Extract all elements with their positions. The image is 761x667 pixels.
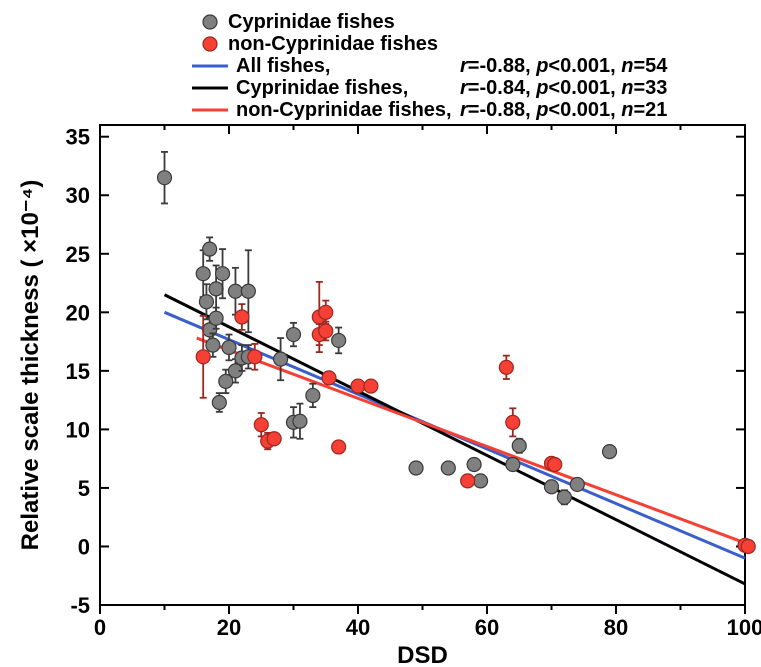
- data-point: [206, 338, 220, 352]
- data-point: [506, 415, 520, 429]
- data-point: [319, 324, 333, 338]
- y-tick-label: 15: [66, 359, 90, 384]
- data-point: [570, 477, 584, 491]
- legend-stats-noncyp: r=-0.88, p<0.001, n=21: [460, 99, 667, 121]
- data-point: [241, 284, 255, 298]
- data-point: [209, 311, 223, 325]
- data-point: [287, 328, 301, 342]
- y-tick-label: 35: [66, 125, 90, 150]
- data-point: [306, 388, 320, 402]
- data-point: [322, 371, 336, 385]
- legend: Cyprinidae fishesnon-Cyprinidae fishesAl…: [192, 11, 668, 121]
- y-tick-label: -5: [70, 593, 90, 618]
- x-tick-label: 80: [604, 615, 628, 640]
- data-point: [196, 350, 210, 364]
- regression-line-cyp: [165, 295, 746, 584]
- data-point: [293, 414, 307, 428]
- data-point: [364, 379, 378, 393]
- data-point: [467, 458, 481, 472]
- data-point: [196, 267, 210, 281]
- chart-container: 020406080100-505101520253035DSDRelative …: [0, 0, 761, 667]
- data-point: [545, 480, 559, 494]
- legend-label-noncyp: non-Cyprinidae fishes,: [236, 99, 452, 121]
- data-point: [222, 340, 236, 354]
- data-point: [203, 242, 217, 256]
- regression-lines: [165, 295, 746, 584]
- data-point: [254, 418, 268, 432]
- data-point: [461, 474, 475, 488]
- data-point: [199, 295, 213, 309]
- data-point: [248, 350, 262, 364]
- data-point: [557, 490, 571, 504]
- data-point: [741, 539, 755, 553]
- data-point: [441, 461, 455, 475]
- legend-label-cyprinidae: Cyprinidae fishes: [228, 11, 395, 33]
- x-axis-label: DSD: [397, 642, 448, 667]
- y-axis-label: Relative scale thickness ( ×10⁻⁴): [17, 180, 44, 551]
- data-point: [212, 395, 226, 409]
- y-tick-label: 30: [66, 183, 90, 208]
- data-point: [319, 305, 333, 319]
- series-cyprinidae: [158, 152, 617, 504]
- y-tick-label: 25: [66, 242, 90, 267]
- data-point: [351, 379, 365, 393]
- legend-stats-cyp: r=-0.84, p<0.001, n=33: [460, 77, 667, 99]
- legend-label-all: All fishes,: [236, 55, 330, 77]
- y-tick-label: 5: [78, 476, 90, 501]
- data-point: [158, 171, 172, 185]
- legend-marker: [203, 15, 217, 29]
- data-point: [512, 439, 526, 453]
- data-point: [409, 461, 423, 475]
- data-point: [274, 352, 288, 366]
- x-tick-label: 100: [727, 615, 761, 640]
- data-point: [506, 458, 520, 472]
- data-point: [332, 440, 346, 454]
- data-point: [548, 458, 562, 472]
- data-point: [228, 284, 242, 298]
- legend-marker: [203, 37, 217, 51]
- data-point: [332, 333, 346, 347]
- legend-stats-all: r=-0.88, p<0.001, n=54: [460, 55, 668, 77]
- data-point: [209, 282, 223, 296]
- legend-label-non_cyprinidae: non-Cyprinidae fishes: [228, 33, 438, 55]
- x-tick-label: 0: [94, 615, 106, 640]
- x-tick-label: 20: [217, 615, 241, 640]
- y-tick-label: 10: [66, 417, 90, 442]
- legend-label-cyp: Cyprinidae fishes,: [236, 77, 408, 99]
- x-tick-label: 60: [475, 615, 499, 640]
- data-point: [499, 360, 513, 374]
- data-point: [474, 474, 488, 488]
- data-point: [235, 310, 249, 324]
- plot-border: [100, 125, 745, 605]
- x-tick-label: 40: [346, 615, 370, 640]
- series-non_cyprinidae: [196, 282, 755, 554]
- y-tick-label: 0: [78, 534, 90, 559]
- data-point: [603, 445, 617, 459]
- y-tick-label: 20: [66, 300, 90, 325]
- data-point: [216, 267, 230, 281]
- data-point: [267, 432, 281, 446]
- scatter-chart: 020406080100-505101520253035DSDRelative …: [0, 0, 761, 667]
